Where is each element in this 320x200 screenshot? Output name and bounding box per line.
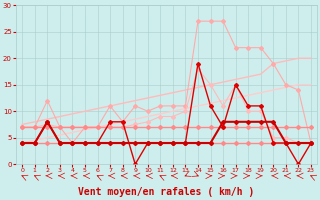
X-axis label: Vent moyen/en rafales ( km/h ): Vent moyen/en rafales ( km/h ) <box>78 187 255 197</box>
